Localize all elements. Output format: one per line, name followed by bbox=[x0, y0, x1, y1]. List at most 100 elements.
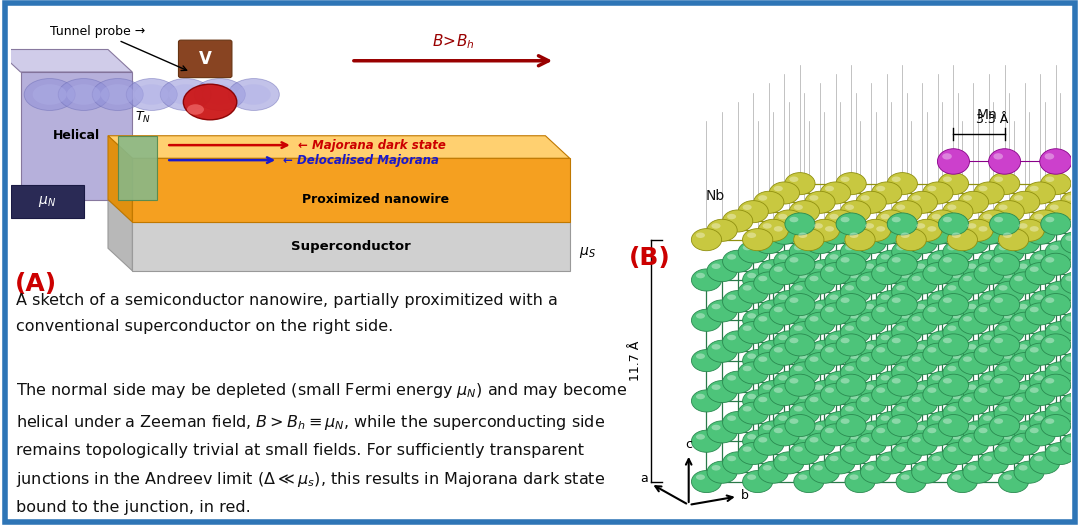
Ellipse shape bbox=[707, 300, 738, 322]
Ellipse shape bbox=[1010, 433, 1040, 455]
Ellipse shape bbox=[794, 269, 824, 291]
Ellipse shape bbox=[994, 176, 1003, 182]
Ellipse shape bbox=[974, 424, 1004, 446]
Ellipse shape bbox=[836, 253, 866, 275]
Ellipse shape bbox=[1045, 176, 1054, 182]
Ellipse shape bbox=[789, 257, 798, 262]
Ellipse shape bbox=[958, 433, 988, 455]
Ellipse shape bbox=[836, 374, 866, 396]
Text: ← Delocalised Majorana: ← Delocalised Majorana bbox=[283, 154, 438, 166]
Ellipse shape bbox=[707, 421, 738, 443]
Ellipse shape bbox=[845, 366, 854, 371]
Ellipse shape bbox=[916, 465, 926, 470]
Ellipse shape bbox=[845, 470, 875, 492]
Ellipse shape bbox=[943, 443, 973, 465]
Ellipse shape bbox=[727, 214, 737, 219]
Ellipse shape bbox=[892, 201, 922, 223]
Ellipse shape bbox=[738, 402, 768, 424]
Ellipse shape bbox=[978, 210, 1009, 232]
Ellipse shape bbox=[865, 384, 874, 390]
Ellipse shape bbox=[861, 316, 869, 322]
Ellipse shape bbox=[829, 295, 838, 300]
Ellipse shape bbox=[1050, 366, 1058, 371]
Ellipse shape bbox=[989, 334, 1020, 356]
Ellipse shape bbox=[947, 285, 957, 291]
Ellipse shape bbox=[1045, 362, 1076, 384]
Ellipse shape bbox=[928, 331, 957, 353]
Ellipse shape bbox=[943, 281, 973, 303]
Ellipse shape bbox=[998, 228, 1028, 251]
Ellipse shape bbox=[939, 253, 969, 275]
Ellipse shape bbox=[861, 235, 869, 241]
Ellipse shape bbox=[861, 381, 891, 403]
Ellipse shape bbox=[994, 217, 1003, 222]
Ellipse shape bbox=[798, 475, 808, 480]
Ellipse shape bbox=[928, 387, 936, 393]
Ellipse shape bbox=[1077, 262, 1080, 285]
Ellipse shape bbox=[1061, 433, 1080, 455]
Ellipse shape bbox=[825, 371, 855, 393]
Ellipse shape bbox=[951, 233, 961, 238]
Ellipse shape bbox=[814, 344, 823, 350]
Ellipse shape bbox=[1003, 273, 1012, 278]
Ellipse shape bbox=[880, 254, 890, 260]
Ellipse shape bbox=[707, 340, 738, 362]
Ellipse shape bbox=[785, 293, 815, 316]
Ellipse shape bbox=[947, 269, 977, 291]
Ellipse shape bbox=[983, 214, 991, 219]
Ellipse shape bbox=[825, 307, 834, 312]
Ellipse shape bbox=[762, 223, 772, 229]
Ellipse shape bbox=[892, 338, 901, 343]
Ellipse shape bbox=[747, 475, 756, 480]
Ellipse shape bbox=[865, 344, 874, 350]
Ellipse shape bbox=[743, 430, 772, 452]
Ellipse shape bbox=[850, 273, 859, 278]
Ellipse shape bbox=[58, 79, 109, 110]
Ellipse shape bbox=[861, 195, 869, 201]
Ellipse shape bbox=[845, 285, 854, 291]
Ellipse shape bbox=[978, 428, 987, 433]
Ellipse shape bbox=[912, 421, 942, 443]
Ellipse shape bbox=[789, 217, 798, 222]
Ellipse shape bbox=[888, 213, 917, 235]
Ellipse shape bbox=[825, 412, 855, 434]
Ellipse shape bbox=[1065, 356, 1075, 362]
Ellipse shape bbox=[994, 257, 1003, 262]
Ellipse shape bbox=[994, 443, 1024, 465]
Text: Proximized nanowire: Proximized nanowire bbox=[301, 193, 449, 206]
Ellipse shape bbox=[1010, 312, 1040, 334]
Ellipse shape bbox=[1014, 235, 1023, 241]
Ellipse shape bbox=[1045, 257, 1054, 262]
Ellipse shape bbox=[994, 322, 1024, 344]
Ellipse shape bbox=[738, 322, 768, 344]
Ellipse shape bbox=[723, 210, 753, 232]
Ellipse shape bbox=[861, 340, 891, 362]
Ellipse shape bbox=[1040, 149, 1071, 174]
Ellipse shape bbox=[994, 241, 1024, 263]
Ellipse shape bbox=[1077, 182, 1080, 204]
Ellipse shape bbox=[947, 470, 977, 492]
Text: $T_N$: $T_N$ bbox=[135, 109, 151, 124]
Ellipse shape bbox=[888, 415, 917, 437]
Ellipse shape bbox=[809, 259, 839, 282]
Ellipse shape bbox=[1041, 334, 1071, 356]
Ellipse shape bbox=[1065, 316, 1075, 322]
Ellipse shape bbox=[789, 322, 820, 344]
Ellipse shape bbox=[712, 344, 720, 350]
Ellipse shape bbox=[1035, 456, 1043, 461]
Ellipse shape bbox=[769, 222, 799, 244]
Ellipse shape bbox=[1041, 173, 1071, 195]
Ellipse shape bbox=[691, 430, 721, 452]
Ellipse shape bbox=[928, 210, 958, 232]
Ellipse shape bbox=[836, 334, 866, 356]
Ellipse shape bbox=[999, 204, 1008, 210]
Ellipse shape bbox=[1010, 272, 1040, 294]
Ellipse shape bbox=[994, 338, 1003, 343]
Ellipse shape bbox=[691, 470, 721, 492]
Ellipse shape bbox=[978, 267, 987, 272]
Ellipse shape bbox=[758, 316, 767, 322]
Ellipse shape bbox=[691, 350, 721, 372]
Ellipse shape bbox=[758, 259, 788, 282]
Ellipse shape bbox=[968, 344, 976, 350]
Ellipse shape bbox=[937, 149, 970, 174]
